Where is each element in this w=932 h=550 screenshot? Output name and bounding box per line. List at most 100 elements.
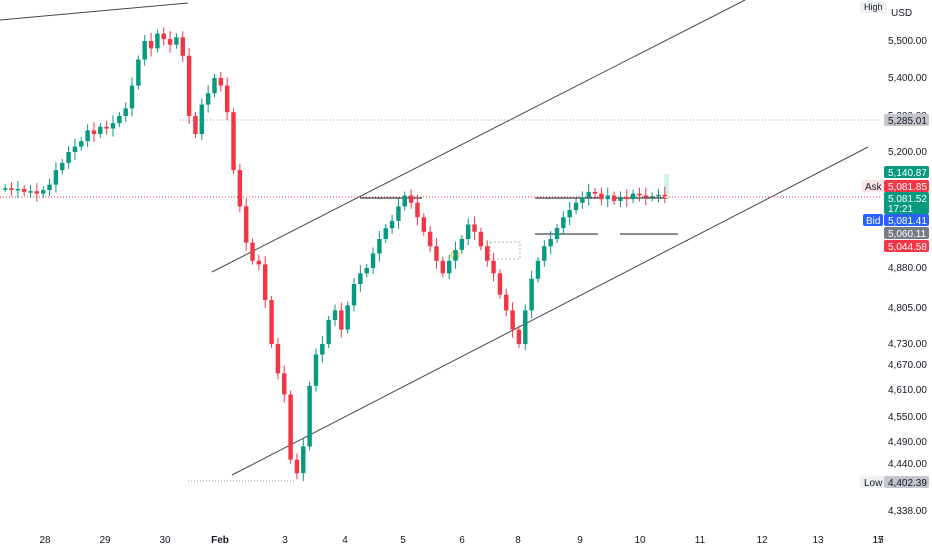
candle-body [427,231,433,247]
candle-body [41,190,46,194]
price-tag-value: 5,081.85 [888,182,927,193]
candle-body [332,310,338,320]
candle-body [129,85,135,109]
currency-label: USD [891,8,913,19]
candle-body [212,78,217,94]
live-range-box [664,174,669,198]
candle-body [364,268,369,274]
candle-body [402,195,407,207]
candle-body [110,123,116,129]
candle-body [389,220,395,229]
candle-body [288,394,293,460]
candle-body [21,188,27,192]
y-tick-label: 5,400.00 [888,73,927,84]
candle-body [313,354,319,386]
candle-body [611,195,617,201]
price-tag-value: 5,081.52 [888,194,927,205]
candle-body [643,195,649,198]
x-tick-label: 4 [342,535,348,546]
candle-body [345,305,350,330]
low-label: Low [864,478,883,489]
y-tick-label: 4,670.00 [888,360,927,371]
candle-body [155,33,160,49]
candle-body [123,108,128,116]
price-tag-bg [884,202,929,214]
candle-body [91,130,97,134]
price-tag-bg [884,166,929,178]
price-tag-bg [884,114,929,126]
candle-body [72,146,78,152]
candle-body [649,196,655,198]
candle-body [53,170,59,185]
candle-body [472,224,477,232]
candle-body [662,194,668,197]
y-tick-label: 4,730.00 [888,339,927,350]
candle-body [535,260,541,279]
y-tick-label: 4,610.00 [888,385,927,396]
bid-label-bg [863,214,883,226]
candle-body [529,278,534,311]
ask-label: Ask [865,182,883,193]
y-tick-label: 5,500.00 [888,36,927,47]
candle-body [586,191,591,198]
x-tick-label: 30 [159,535,171,546]
candle-body [326,320,331,344]
highlight-box [489,241,521,260]
top-trendline [0,2,189,21]
x-tick-label: 6 [459,535,465,546]
candle-body [573,202,579,210]
candle-body [567,210,572,218]
candle-body [320,344,325,355]
candle-body [237,170,243,207]
x-tick-label: 5 [400,535,406,546]
candle-body [117,116,122,124]
candle-body [161,33,166,40]
candle-body [561,217,566,229]
x-tick-label: 10 [634,535,646,546]
candle-body [167,39,173,45]
candle-body [256,260,262,265]
candle-body [2,188,8,190]
candle-body [98,126,103,134]
candle-body [180,37,185,56]
candle-body [263,264,268,300]
price-tag-value: 5,285.01 [888,116,927,127]
candle-body [523,310,528,344]
candle-body [624,197,629,200]
candle-body [60,162,65,171]
candle-body [497,273,503,295]
candle-body [446,260,452,274]
candle-body [459,239,465,250]
y-tick-label: 4,550.00 [888,412,927,423]
candle-body [307,385,312,447]
candle-body [231,112,236,171]
price-tag-value: 5,060.11 [888,229,927,240]
price-tag-value: 5,081.41 [888,216,927,227]
candle-body [377,239,382,254]
candle-body [275,344,281,374]
candle-body [243,206,249,243]
candle-body [205,93,211,105]
low-label-bg [860,476,884,488]
x-tick-label: 15 [872,535,884,546]
candle-body [637,193,642,196]
candle-body [174,37,179,45]
candles [2,27,668,482]
candle-body [136,59,141,86]
candle-body [193,116,198,134]
high-label: High [860,1,887,13]
x-tick-label: 17 [872,535,884,546]
candle-body [485,246,490,261]
candle-body [282,373,287,395]
price-tag-bg [884,214,929,226]
candle-body [47,184,52,191]
candle-body [630,193,636,200]
candle-body [465,224,471,239]
x-tick-label: Feb [211,535,229,546]
candle-body [34,191,40,194]
candle-body [453,249,458,261]
price-tag-bg [884,240,929,252]
